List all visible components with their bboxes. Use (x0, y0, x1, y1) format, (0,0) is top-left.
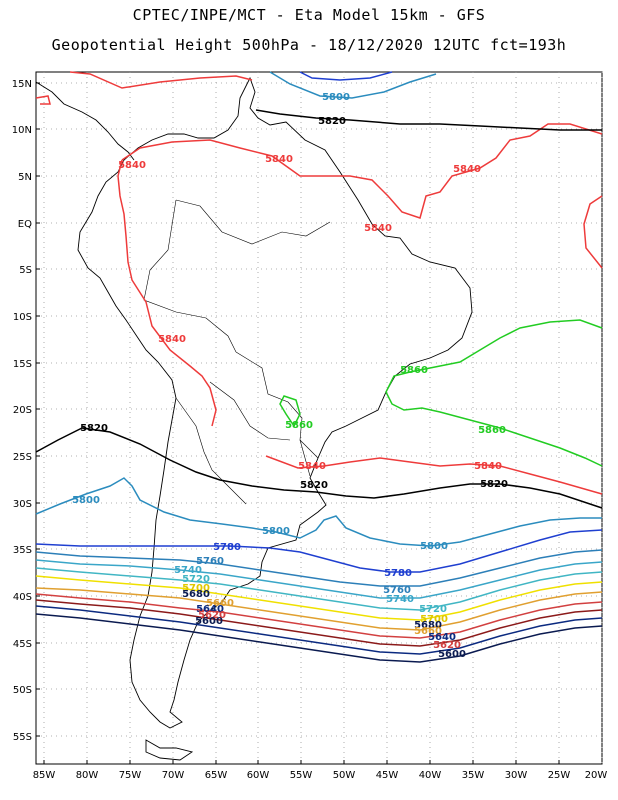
contour-5760 (35, 549, 603, 587)
graticule (36, 72, 603, 764)
contour-5660 (35, 593, 603, 639)
lat-label: 30S (13, 499, 32, 510)
contour-labels: 5840 5840 5840 5840 5840 5840 5840 5860 … (72, 92, 508, 660)
contour-label-5840: 5840 (364, 223, 392, 234)
contour-label-5840: 5840 (474, 461, 502, 472)
lat-label: 15S (13, 359, 32, 370)
lat-label: 15N (12, 79, 32, 90)
contour-label-5660: 5660 (414, 626, 442, 637)
contour-5620 (35, 605, 603, 655)
contour-5640 (35, 599, 603, 647)
contour-5800-north (269, 71, 437, 99)
contour-label-5760: 5760 (196, 556, 224, 567)
contour-label-5820: 5820 (480, 479, 508, 490)
central-america-coastline (35, 81, 135, 161)
contour-label-5820: 5820 (300, 480, 328, 491)
lat-label: 40S (13, 592, 32, 603)
contour-5820-north (255, 109, 602, 131)
contour-5740 (35, 559, 603, 599)
contour-5600 (35, 613, 603, 663)
contour-5840-east (583, 195, 603, 269)
contour-5780-north (299, 71, 393, 81)
contour-5700 (35, 575, 603, 621)
contour-5680 (35, 587, 603, 631)
lon-label: 80W (76, 770, 99, 781)
contour-label-5820: 5820 (318, 116, 346, 127)
contour-label-5720: 5720 (182, 574, 210, 585)
lat-label: 25S (13, 452, 32, 463)
contour-label-5800: 5800 (420, 541, 448, 552)
lon-label: 75W (119, 770, 142, 781)
lat-label: 55S (13, 732, 32, 743)
lat-label: 10N (12, 125, 32, 136)
lat-label: 10S (13, 312, 32, 323)
contour-label-5800: 5800 (322, 92, 350, 103)
contour-label-5620: 5620 (198, 610, 226, 621)
lon-label: 25W (548, 770, 571, 781)
contour-5720 (35, 567, 603, 611)
map-title-line2: Geopotential Height 500hPa - 18/12/2020 … (51, 36, 567, 54)
contour-label-5700: 5700 (182, 583, 210, 594)
contour-label-5660: 5660 (206, 598, 234, 609)
contour-5860-inland (279, 395, 301, 428)
lon-label: 30W (505, 770, 528, 781)
contour-label-5860: 5860 (400, 365, 428, 376)
lon-label: 55W (290, 770, 313, 781)
lon-label: 60W (247, 770, 270, 781)
contour-label-5680: 5680 (182, 589, 210, 600)
contour-label-5640: 5640 (428, 632, 456, 643)
lat-label: EQ (18, 219, 32, 230)
contour-label-5840: 5840 (298, 461, 326, 472)
contour-label-5600: 5600 (438, 649, 466, 660)
contour-5820-south (35, 427, 603, 509)
lat-label: 50S (13, 685, 32, 696)
lon-label: 65W (205, 770, 228, 781)
contour-label-5820: 5820 (80, 423, 108, 434)
lon-label: 35W (462, 770, 485, 781)
lat-label: 45S (13, 639, 32, 650)
lon-label: 50W (333, 770, 356, 781)
contour-lines (35, 71, 603, 663)
lat-label: 20S (13, 405, 32, 416)
contour-label-5740: 5740 (386, 594, 414, 605)
contour-label-5840: 5840 (118, 160, 146, 171)
contour-5860-east (385, 319, 603, 467)
contour-label-5620: 5620 (433, 640, 461, 651)
contour-label-5780: 5780 (384, 568, 412, 579)
contour-label-5740: 5740 (174, 565, 202, 576)
contour-label-5840: 5840 (265, 154, 293, 165)
lon-label: 40W (419, 770, 442, 781)
contour-label-5760: 5760 (383, 585, 411, 596)
contour-5840-south (265, 455, 603, 495)
map-title-line1: CPTEC/INPE/MCT - Eta Model 15km - GFS (132, 6, 486, 24)
contour-label-5720: 5720 (419, 604, 447, 615)
contour-label-5780: 5780 (213, 542, 241, 553)
south-america-coastline (77, 76, 473, 729)
contour-label-5840: 5840 (453, 164, 481, 175)
contour-label-5640: 5640 (196, 604, 224, 615)
lat-label: 5N (18, 172, 32, 183)
contour-5780-south (35, 529, 603, 573)
lat-label: 5S (19, 265, 32, 276)
lon-label: 45W (376, 770, 399, 781)
contour-label-5600: 5600 (195, 616, 223, 627)
country-borders (143, 199, 331, 505)
lat-label: 35S (13, 545, 32, 556)
tierra-del-fuego-coastline (145, 739, 194, 761)
lon-label: 70W (162, 770, 185, 781)
contour-label-5680: 5680 (414, 620, 442, 631)
contour-label-5800: 5800 (72, 495, 100, 506)
contour-label-5840: 5840 (158, 334, 186, 345)
lon-label: 20W (585, 770, 608, 781)
lon-label: 85W (33, 770, 56, 781)
contour-label-5800: 5800 (262, 526, 290, 537)
contour-label-5860: 5860 (285, 420, 313, 431)
contour-label-5700: 5700 (420, 614, 448, 625)
contour-5840-north (35, 71, 603, 427)
contour-label-5860: 5860 (478, 425, 506, 436)
contour-5800-south (35, 477, 602, 547)
